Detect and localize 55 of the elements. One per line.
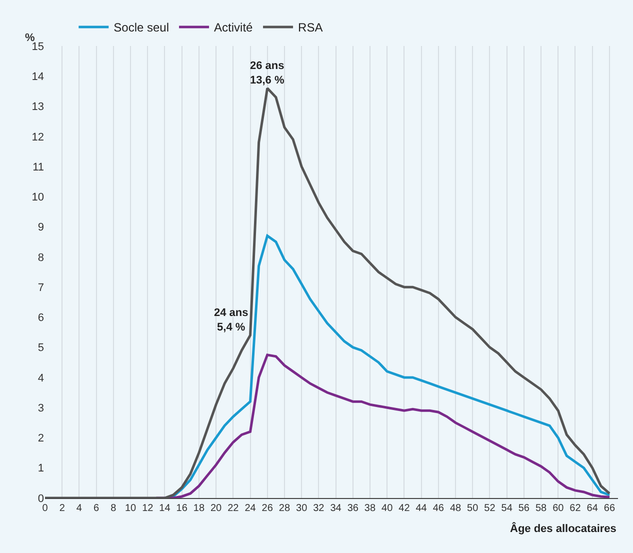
y-tick-label: 10: [32, 192, 44, 204]
x-tick-label: 64: [586, 503, 598, 514]
x-tick-label: 44: [416, 503, 428, 514]
x-tick-label: 2: [59, 503, 66, 514]
y-tick-label: 13: [32, 101, 44, 114]
y-tick-label: 7: [38, 282, 44, 294]
y-tick-label: 9: [38, 222, 44, 234]
x-tick-label: 28: [278, 503, 290, 514]
x-tick-label: 52: [484, 503, 496, 514]
y-tick-label: 5: [38, 342, 44, 354]
y-tick-label: 1: [38, 462, 44, 475]
x-tick-label: 42: [398, 503, 410, 514]
x-tick-label: 22: [228, 503, 240, 514]
x-tick-label: 40: [382, 503, 394, 514]
x-tick-label: 12: [142, 503, 154, 514]
y-tick-label: 12: [32, 131, 44, 144]
x-tick-label: 48: [450, 503, 462, 514]
x-tick-label: 54: [501, 503, 513, 514]
x-tick-label: 62: [570, 503, 582, 514]
x-tick-label: 66: [604, 503, 616, 514]
legend-label: RSA: [298, 20, 323, 35]
x-tick-label: 34: [330, 503, 342, 514]
x-tick-label: 18: [193, 503, 205, 514]
y-tick-label: 4: [38, 372, 44, 384]
legend-label: Socle seul: [114, 20, 170, 35]
legend-label: Activité: [214, 20, 254, 35]
y-tick-label: 11: [32, 161, 44, 174]
y-tick-label: 3: [38, 402, 44, 414]
line-series: [45, 86, 611, 498]
x-tick-label: 38: [364, 503, 376, 514]
x-tick-label: 8: [110, 503, 117, 514]
x-tick-label: 60: [552, 503, 564, 514]
x-tick-label: 46: [432, 503, 444, 514]
x-tick-label: 56: [518, 503, 530, 514]
x-tick-label: 16: [176, 503, 188, 514]
x-tick-label: 32: [313, 503, 325, 514]
x-tick-label: 50: [467, 503, 479, 514]
x-tick-label: 24: [244, 503, 256, 514]
x-tick-label: 30: [296, 503, 308, 514]
y-tick-label: 6: [38, 312, 44, 324]
y-tick-label: 8: [38, 252, 44, 264]
x-tick-label: 36: [347, 503, 359, 514]
annotation: 24 ans 5,4 %: [214, 307, 248, 334]
y-tick-label: 2: [38, 432, 44, 445]
x-tick-label: 20: [210, 503, 222, 514]
x-tick-label: 26: [262, 503, 274, 514]
annotation: 26 ans 13,6 %: [250, 60, 284, 86]
x-axis-title: Âge des allocataires: [510, 522, 616, 535]
y-tick-label: 14: [32, 70, 44, 83]
x-tick-label: 6: [94, 503, 100, 514]
x-tick-label: 10: [124, 503, 137, 514]
y-tick-label: 0: [38, 492, 44, 505]
x-tick-label: 4: [76, 503, 82, 514]
x-tick-label: 14: [159, 503, 171, 514]
x-tick-label: 58: [535, 503, 548, 514]
